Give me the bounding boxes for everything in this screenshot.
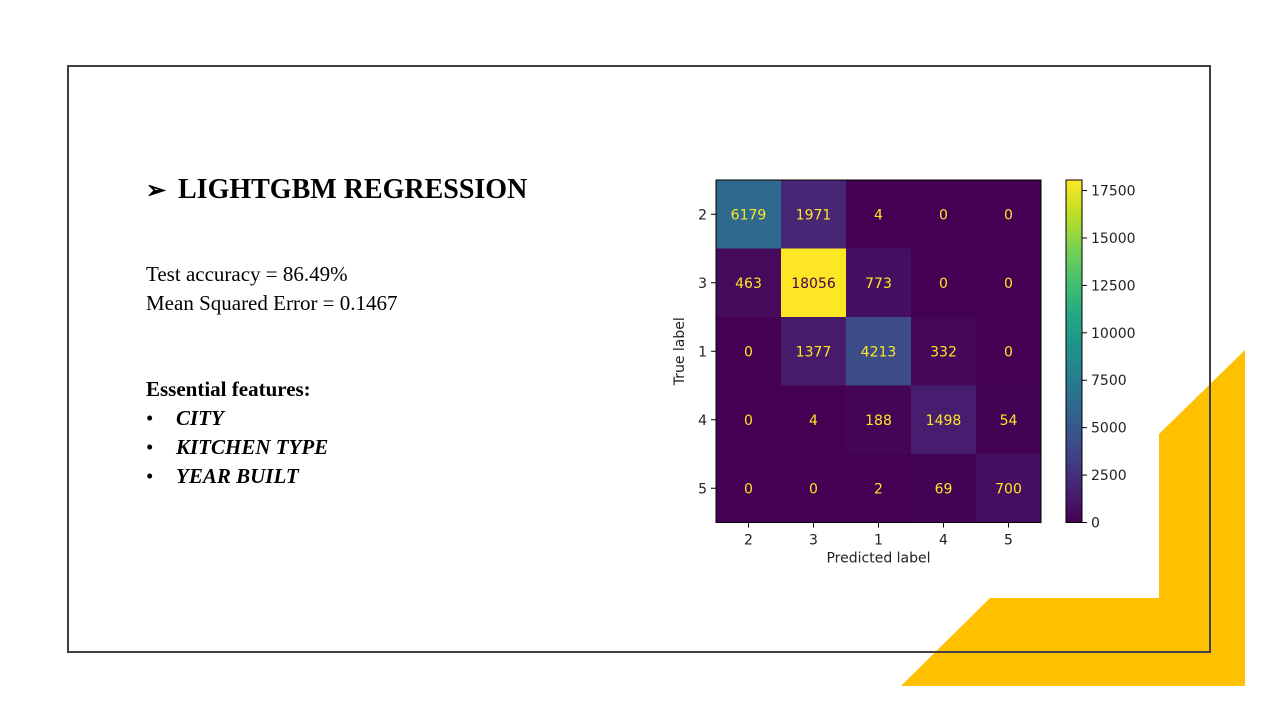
cell-value-label: 1498 bbox=[926, 413, 962, 429]
x-axis-label: Predicted label bbox=[826, 551, 930, 567]
matrix-cell bbox=[716, 248, 782, 318]
matrix-cell bbox=[846, 248, 912, 318]
colorbar-tick-label: 5000 bbox=[1091, 421, 1127, 437]
content-frame bbox=[67, 65, 1211, 653]
cell-value-label: 463 bbox=[735, 276, 762, 292]
cell-value-label: 700 bbox=[995, 481, 1022, 497]
bullet-icon: • bbox=[146, 406, 154, 430]
title-text: LIGHTGBM REGRESSION bbox=[178, 174, 528, 205]
matrix-cell bbox=[716, 317, 782, 386]
y-tick-label: 5 bbox=[698, 481, 707, 497]
y-tick-label: 3 bbox=[698, 276, 707, 292]
cell-value-label: 54 bbox=[1000, 413, 1018, 429]
bullet-icon: • bbox=[146, 435, 154, 459]
colorbar-tick-label: 7500 bbox=[1091, 373, 1127, 389]
y-axis-label: True label bbox=[672, 317, 688, 386]
cell-value-label: 0 bbox=[1004, 344, 1013, 360]
matrix-cell bbox=[846, 180, 912, 249]
matrix-cell bbox=[846, 454, 912, 523]
feature-item: • YEAR BUILT bbox=[146, 464, 299, 489]
colorbar-tick-label: 0 bbox=[1091, 516, 1100, 532]
cell-value-label: 0 bbox=[744, 413, 753, 429]
matrix-cell bbox=[976, 454, 1042, 523]
cell-value-label: 332 bbox=[930, 344, 957, 360]
colorbar-tick-label: 12500 bbox=[1091, 278, 1136, 294]
matrix-cell bbox=[716, 454, 782, 523]
x-tick-label: 1 bbox=[874, 533, 883, 549]
cell-value-label: 1971 bbox=[796, 207, 832, 223]
matrix-cell bbox=[911, 180, 977, 249]
cell-value-label: 0 bbox=[744, 344, 753, 360]
cell-value-label: 188 bbox=[865, 413, 892, 429]
cell-value-label: 6179 bbox=[731, 207, 767, 223]
matrix-cell bbox=[976, 317, 1042, 386]
cell-value-label: 4 bbox=[874, 207, 883, 223]
x-tick-label: 5 bbox=[1004, 533, 1013, 549]
matrix-cell bbox=[976, 248, 1042, 318]
accent-chevron bbox=[901, 350, 1245, 686]
x-tick-label: 2 bbox=[744, 533, 753, 549]
cell-value-label: 0 bbox=[1004, 207, 1013, 223]
matrix-cell bbox=[911, 385, 977, 455]
feature-item: • KITCHEN TYPE bbox=[146, 435, 328, 460]
matrix-cell bbox=[781, 317, 847, 386]
arrow-bullet-icon: ➢ bbox=[146, 178, 167, 204]
matrix-cell bbox=[911, 317, 977, 386]
feature-item: • CITY bbox=[146, 406, 224, 431]
matrix-cell bbox=[781, 454, 847, 523]
y-tick-label: 1 bbox=[698, 344, 707, 360]
cell-value-label: 69 bbox=[935, 481, 953, 497]
test-accuracy-text: Test accuracy = 86.49% bbox=[146, 262, 348, 286]
cell-value-label: 0 bbox=[939, 276, 948, 292]
cell-value-label: 0 bbox=[939, 207, 948, 223]
matrix-cell bbox=[781, 248, 847, 318]
features-heading: Essential features: bbox=[146, 377, 311, 401]
feature-label: YEAR BUILT bbox=[176, 464, 299, 488]
feature-label: CITY bbox=[176, 406, 224, 430]
cell-value-label: 18056 bbox=[791, 276, 836, 292]
cell-value-label: 773 bbox=[865, 276, 892, 292]
matrix-cell bbox=[716, 180, 782, 249]
cell-value-label: 2 bbox=[874, 481, 883, 497]
y-tick-label: 4 bbox=[698, 413, 707, 429]
matrix-cell bbox=[781, 385, 847, 455]
x-tick-label: 4 bbox=[939, 533, 948, 549]
matrix-cell bbox=[716, 385, 782, 455]
colorbar-tick-label: 17500 bbox=[1091, 184, 1136, 200]
matrix-cell bbox=[846, 317, 912, 386]
cell-value-label: 1377 bbox=[796, 344, 832, 360]
mse-text: Mean Squared Error = 0.1467 bbox=[146, 291, 398, 315]
colorbar-tick-label: 15000 bbox=[1091, 231, 1136, 247]
y-tick-label: 2 bbox=[698, 207, 707, 223]
cell-value-label: 0 bbox=[1004, 276, 1013, 292]
cell-value-label: 4213 bbox=[861, 344, 897, 360]
colorbar-tick-label: 2500 bbox=[1091, 468, 1127, 484]
x-tick-label: 3 bbox=[809, 533, 818, 549]
feature-label: KITCHEN TYPE bbox=[176, 435, 329, 459]
slide-title: ➢ LIGHTGBM REGRESSION bbox=[146, 174, 527, 206]
matrix-cell bbox=[976, 180, 1042, 249]
colorbar bbox=[1065, 179, 1083, 523]
bullet-icon: • bbox=[146, 464, 154, 488]
cell-value-label: 0 bbox=[744, 481, 753, 497]
matrix-cell bbox=[976, 385, 1042, 455]
matrix-cell bbox=[911, 248, 977, 318]
matrix-cell bbox=[781, 180, 847, 249]
matrix-cell bbox=[846, 385, 912, 455]
cell-value-label: 0 bbox=[809, 481, 818, 497]
colorbar-tick-label: 10000 bbox=[1091, 326, 1136, 342]
matrix-cell bbox=[911, 454, 977, 523]
cell-value-label: 4 bbox=[809, 413, 818, 429]
